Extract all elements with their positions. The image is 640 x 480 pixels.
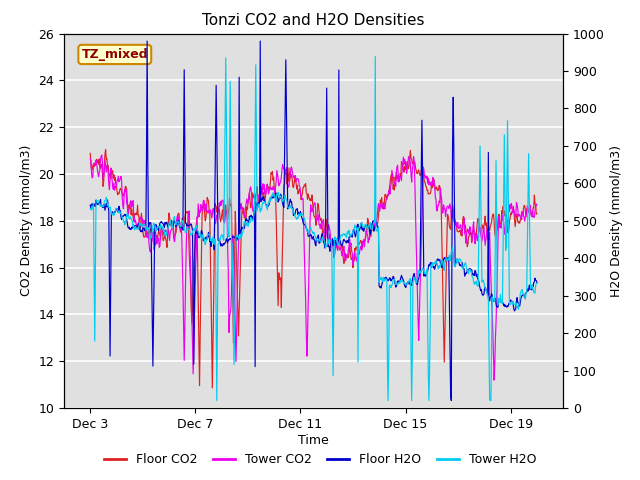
Y-axis label: H2O Density (mmol/m3): H2O Density (mmol/m3) bbox=[611, 145, 623, 297]
Y-axis label: CO2 Density (mmol/m3): CO2 Density (mmol/m3) bbox=[20, 145, 33, 297]
Text: TZ_mixed: TZ_mixed bbox=[81, 48, 148, 61]
Title: Tonzi CO2 and H2O Densities: Tonzi CO2 and H2O Densities bbox=[202, 13, 425, 28]
Legend: Floor CO2, Tower CO2, Floor H2O, Tower H2O: Floor CO2, Tower CO2, Floor H2O, Tower H… bbox=[99, 448, 541, 471]
X-axis label: Time: Time bbox=[298, 433, 329, 446]
